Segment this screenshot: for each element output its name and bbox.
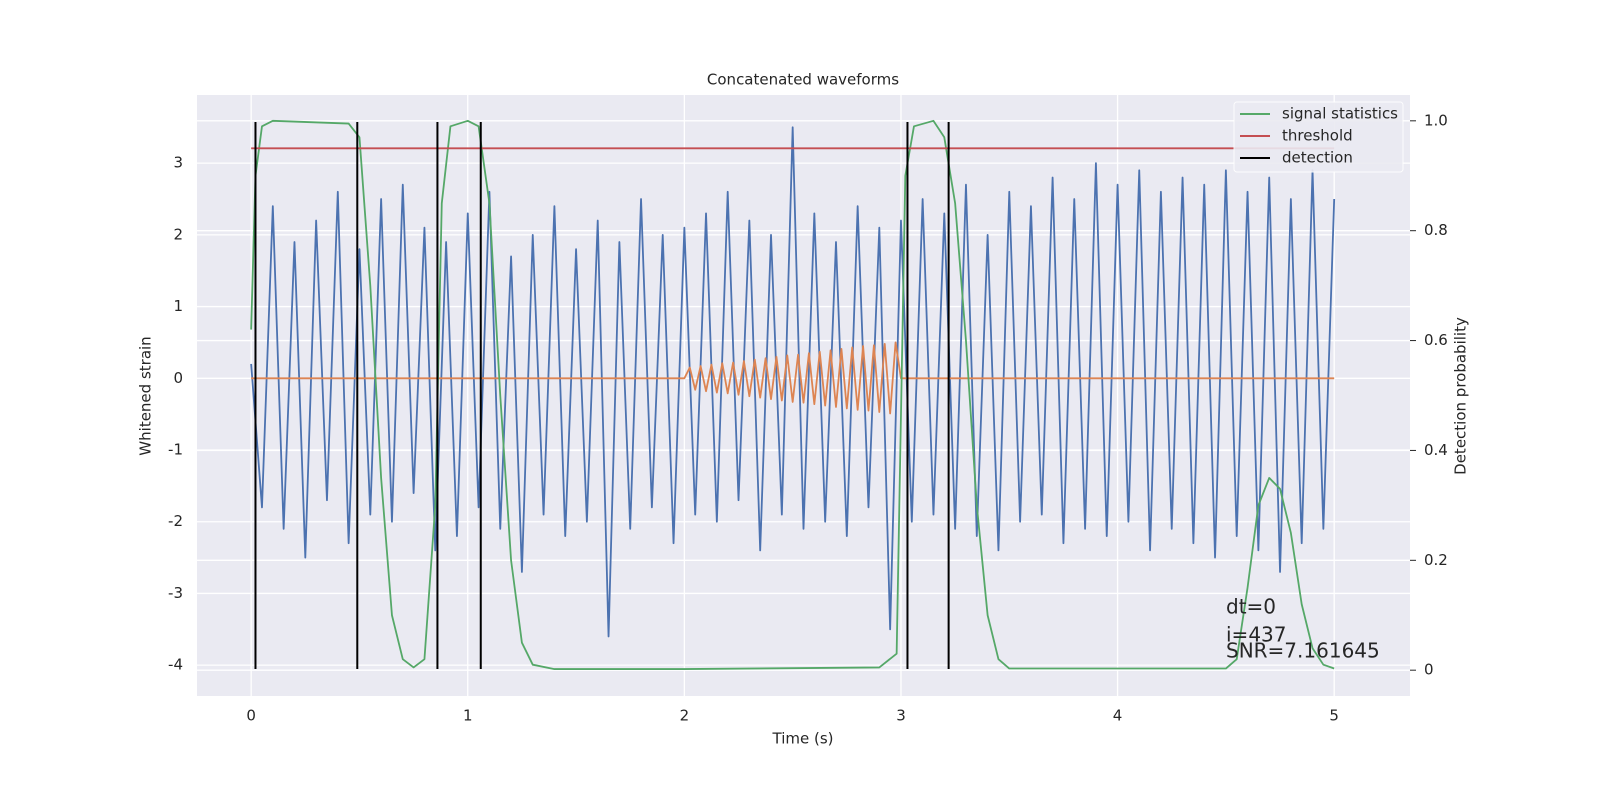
y2-tick-label: 0.6 bbox=[1424, 331, 1448, 349]
annotation: SNR=7.161645 bbox=[1226, 639, 1380, 663]
series-line bbox=[251, 341, 1335, 415]
x-tick-label: 2 bbox=[680, 707, 690, 725]
x-tick-label: 3 bbox=[896, 707, 906, 725]
series-line bbox=[250, 126, 1336, 638]
legend-label: detection bbox=[1282, 149, 1353, 167]
y-tick-label: 1 bbox=[173, 297, 183, 315]
y-tick-label: 0 bbox=[173, 369, 183, 387]
y-tick-label: -1 bbox=[168, 441, 183, 459]
x-tick-label: 0 bbox=[246, 707, 256, 725]
annotation: dt=0 bbox=[1226, 595, 1276, 619]
y2-tick-label: 0 bbox=[1424, 661, 1434, 679]
x-tick-label: 1 bbox=[463, 707, 473, 725]
annotation: i=437 bbox=[1226, 623, 1287, 647]
y2-tick-label: 0.8 bbox=[1424, 221, 1448, 239]
y-axis-label: Whitened strain bbox=[137, 336, 155, 455]
chart-title: Concatenated waveforms bbox=[707, 71, 899, 89]
y2-tick-label: 0.2 bbox=[1424, 551, 1448, 569]
y-tick-label: -3 bbox=[168, 584, 183, 602]
y-tick-label: -4 bbox=[168, 656, 183, 674]
legend-label: threshold bbox=[1282, 127, 1353, 145]
y-tick-label: 3 bbox=[173, 154, 183, 172]
legend-label: signal statistics bbox=[1282, 105, 1398, 123]
y2-tick-label: 1.0 bbox=[1424, 111, 1448, 129]
y2-tick-label: 0.4 bbox=[1424, 441, 1448, 459]
legend-box bbox=[1233, 101, 1404, 173]
x-tick-label: 4 bbox=[1113, 707, 1123, 725]
y-tick-label: -2 bbox=[168, 512, 183, 530]
y2-axis-label: Detection probability bbox=[1452, 317, 1470, 475]
y-tick-label: 2 bbox=[173, 225, 183, 243]
x-tick-label: 5 bbox=[1329, 707, 1339, 725]
series-line bbox=[250, 119, 1335, 670]
x-axis-label: Time (s) bbox=[772, 730, 834, 748]
